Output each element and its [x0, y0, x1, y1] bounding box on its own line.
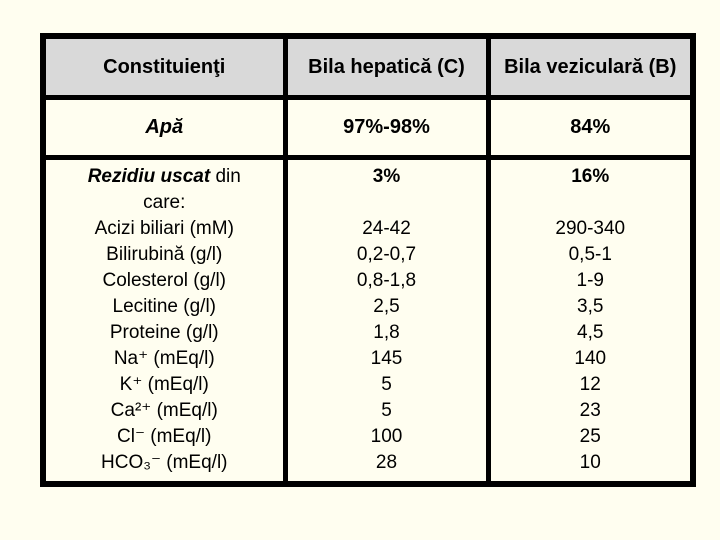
- table-line: 100: [370, 426, 403, 447]
- table-line: 12: [579, 374, 601, 395]
- vesicular-value-list: 290-340 0,5-1 1-9 3,5 4,5 140 12 23 25 10: [493, 216, 688, 476]
- table-line: Acizi biliari (mM): [94, 218, 234, 239]
- table-header-row: Constituienţi Bila hepatică (C) Bila vez…: [40, 33, 696, 100]
- table-line: Ca²⁺ (mEq/l): [110, 400, 218, 421]
- water-hepatic-value-cell: 97%-98%: [282, 95, 491, 160]
- table-line: 5: [381, 400, 392, 421]
- residue-constituent-cell: Rezidiu uscat din care: Acizi biliari (m…: [40, 155, 288, 487]
- header-hepatic-bile: Bila hepatică (C): [282, 33, 491, 100]
- table-line: Cl⁻ (mEq/l): [117, 426, 212, 447]
- dry-residue-row: Rezidiu uscat din care: Acizi biliari (m…: [40, 155, 696, 487]
- table-line: 0,5-1: [568, 244, 612, 265]
- residue-title-line2: care:: [143, 192, 186, 213]
- residue-title-strong: Rezidiu uscat: [87, 166, 211, 187]
- table-line: 290-340: [555, 218, 626, 239]
- table-line: Bilirubină (g/l): [106, 244, 223, 265]
- table-line: 0,2-0,7: [356, 244, 417, 265]
- bile-composition-table: Constituienţi Bila hepatică (C) Bila vez…: [40, 33, 696, 487]
- residue-hepatic-total: 3%: [372, 166, 401, 187]
- residue-vesicular-total: 16%: [571, 166, 610, 187]
- table-line: 3,5: [577, 296, 604, 317]
- table-line: 28: [375, 452, 398, 473]
- table-line: 140: [574, 348, 607, 369]
- table-line: HCO₃⁻ (mEq/l): [101, 452, 228, 473]
- table-line: K⁺ (mEq/l): [119, 374, 209, 395]
- header-constituents: Constituienţi: [40, 33, 288, 100]
- spacer-line: [290, 190, 483, 216]
- table-line: 1,8: [373, 322, 400, 343]
- table-line: 2,5: [373, 296, 400, 317]
- residue-title-rest: din: [210, 166, 241, 187]
- residue-hepatic-cell: 3% 24-42 0,2-0,7 0,8-1,8 2,5 1,8 145 5 5 100 28: [282, 155, 491, 487]
- table-line: 5: [381, 374, 392, 395]
- hepatic-value-list: 24-42 0,2-0,7 0,8-1,8 2,5 1,8 145 5 5 100 28: [290, 216, 483, 476]
- table-line: Na⁺ (mEq/l): [113, 348, 215, 369]
- table-line: 23: [579, 400, 601, 421]
- table-line: 24-42: [362, 218, 411, 239]
- table-line: 25: [579, 426, 601, 447]
- table-line: Proteine (g/l): [109, 322, 219, 343]
- water-constituent-cell: Apă: [40, 95, 288, 160]
- header-vesicular-bile: Bila veziculară (B): [485, 33, 696, 100]
- residue-title-line: Rezidiu uscat din: [48, 164, 280, 190]
- table-line: Colesterol (g/l): [102, 270, 227, 291]
- table-line: 145: [370, 348, 403, 369]
- constituent-item-list: Acizi biliari (mM) Bilirubină (g/l) Colest…: [48, 216, 280, 476]
- table-line: 10: [579, 452, 601, 473]
- table-line: 1-9: [576, 270, 604, 291]
- table-line: 0,8-1,8: [356, 270, 417, 291]
- table-line: 4,5: [577, 322, 604, 343]
- water-vesicular-value-cell: 84%: [485, 95, 696, 160]
- residue-vesicular-cell: 16% 290-340 0,5-1 1-9 3,5 4,5 140 12 23 25 10: [485, 155, 696, 487]
- table-line: Lecitine (g/l): [112, 296, 217, 317]
- water-row: Apă 97%-98% 84%: [40, 95, 696, 160]
- spacer-line: [493, 190, 688, 216]
